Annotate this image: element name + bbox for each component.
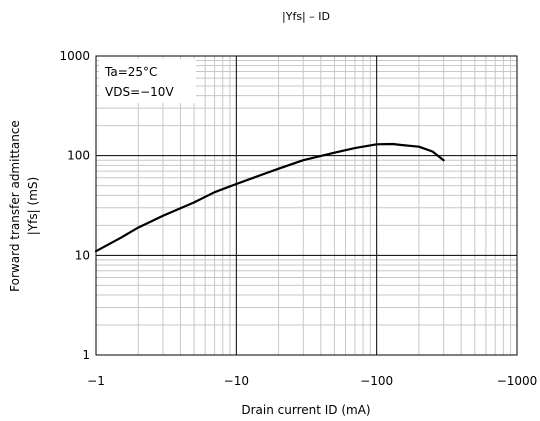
x-tick-label: −100 bbox=[360, 374, 393, 388]
y-tick-label: 1000 bbox=[59, 49, 90, 63]
x-tick-label: −1 bbox=[87, 374, 105, 388]
chart-title: |Yfs| – ID bbox=[282, 10, 330, 23]
x-axis-label: Drain current ID (mA) bbox=[241, 403, 370, 417]
x-tick-label: −1000 bbox=[497, 374, 538, 388]
annotation-temperature: Ta=25°C bbox=[104, 65, 157, 79]
series-line bbox=[94, 142, 445, 253]
minor-grid bbox=[96, 56, 517, 355]
y-tick-label: 10 bbox=[75, 248, 90, 262]
plot-frame bbox=[95, 55, 518, 356]
annotation-box bbox=[99, 59, 196, 103]
y-axis-label-line2: |Yfs| (mS) bbox=[26, 177, 40, 235]
y-tick-label: 1 bbox=[82, 348, 90, 362]
y-axis-label-line1: Forward transfer admittance bbox=[8, 120, 22, 292]
y-tick-labels: 1 10 100 1000 bbox=[59, 49, 90, 362]
x-tick-labels: −1 −10 −100 −1000 bbox=[87, 374, 537, 388]
annotation-vds: VDS=−10V bbox=[105, 85, 174, 99]
y-tick-label: 100 bbox=[67, 149, 90, 163]
x-tick-label: −10 bbox=[224, 374, 249, 388]
